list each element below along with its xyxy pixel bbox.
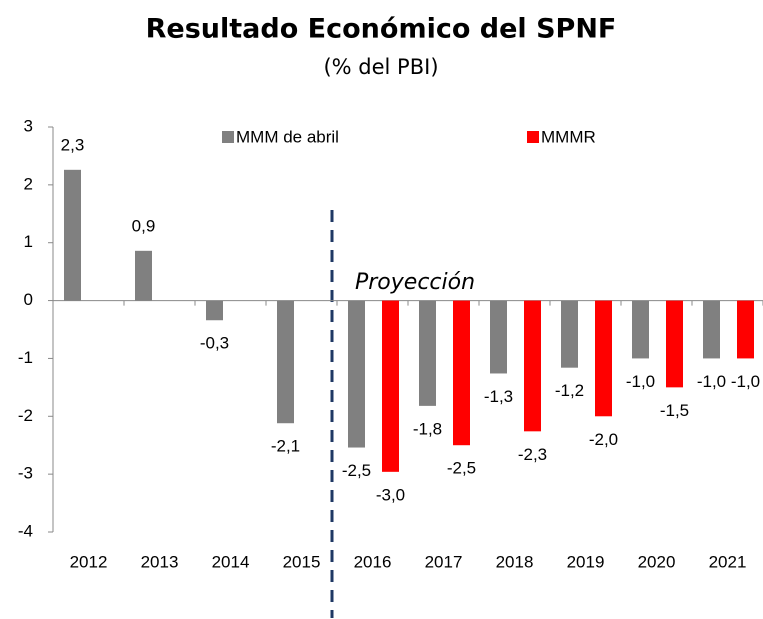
y-tick-label: 2 — [24, 174, 33, 193]
bar — [524, 300, 541, 432]
data-label: -2,3 — [518, 445, 547, 464]
bar — [703, 300, 720, 359]
data-label: -1,3 — [484, 387, 513, 406]
bar — [277, 300, 294, 424]
data-label: -3,0 — [376, 485, 405, 504]
x-tick-label: 2019 — [567, 552, 605, 571]
data-label: -1,0 — [697, 372, 726, 391]
x-tick-label: 2021 — [709, 552, 747, 571]
x-tick-label: 2018 — [496, 552, 534, 571]
data-label: -1,0 — [731, 372, 760, 391]
data-label: -1,0 — [626, 372, 655, 391]
bar — [348, 300, 365, 448]
bar — [135, 250, 152, 301]
bar — [632, 300, 649, 359]
data-label: -2,0 — [589, 430, 618, 449]
x-tick-label: 2012 — [70, 552, 108, 571]
data-label: -2,5 — [447, 459, 476, 478]
bar — [453, 300, 470, 446]
bar — [382, 300, 399, 472]
x-tick-label: 2013 — [141, 552, 179, 571]
y-tick-label: -2 — [18, 406, 33, 425]
data-label: -1,2 — [555, 381, 584, 400]
bar — [64, 169, 81, 301]
y-tick-label: -1 — [18, 348, 33, 367]
y-tick-label: -4 — [18, 521, 33, 540]
data-label: 0,9 — [132, 216, 156, 235]
data-label: -1,8 — [413, 419, 442, 438]
y-tick-label: 1 — [24, 232, 33, 251]
y-tick-label: 3 — [24, 116, 33, 135]
legend-label: MMMR — [541, 127, 596, 146]
legend-swatch — [222, 131, 234, 143]
chart-title: Resultado Económico del SPNF — [146, 14, 617, 45]
legend-swatch — [527, 131, 539, 143]
data-label: -2,1 — [271, 437, 300, 456]
bar — [206, 300, 223, 321]
bar — [737, 300, 754, 359]
y-tick-label: -3 — [18, 464, 33, 483]
x-tick-label: 2020 — [638, 552, 676, 571]
legend-label: MMM de abril — [236, 127, 339, 146]
x-tick-label: 2015 — [283, 552, 321, 571]
data-label: -0,3 — [200, 334, 229, 353]
bar — [666, 300, 683, 388]
bar — [419, 300, 436, 406]
data-label: -1,5 — [660, 401, 689, 420]
y-tick-label: 0 — [24, 290, 33, 309]
x-tick-label: 2014 — [212, 552, 250, 571]
x-tick-label: 2016 — [354, 552, 392, 571]
chart-subtitle: (% del PBI) — [323, 55, 438, 79]
x-tick-label: 2017 — [425, 552, 463, 571]
bar — [490, 300, 507, 374]
bar — [561, 300, 578, 368]
data-label: -2,5 — [342, 461, 371, 480]
data-label: 2,3 — [61, 135, 85, 154]
annotation: Proyección — [355, 270, 475, 295]
bar — [595, 300, 612, 417]
